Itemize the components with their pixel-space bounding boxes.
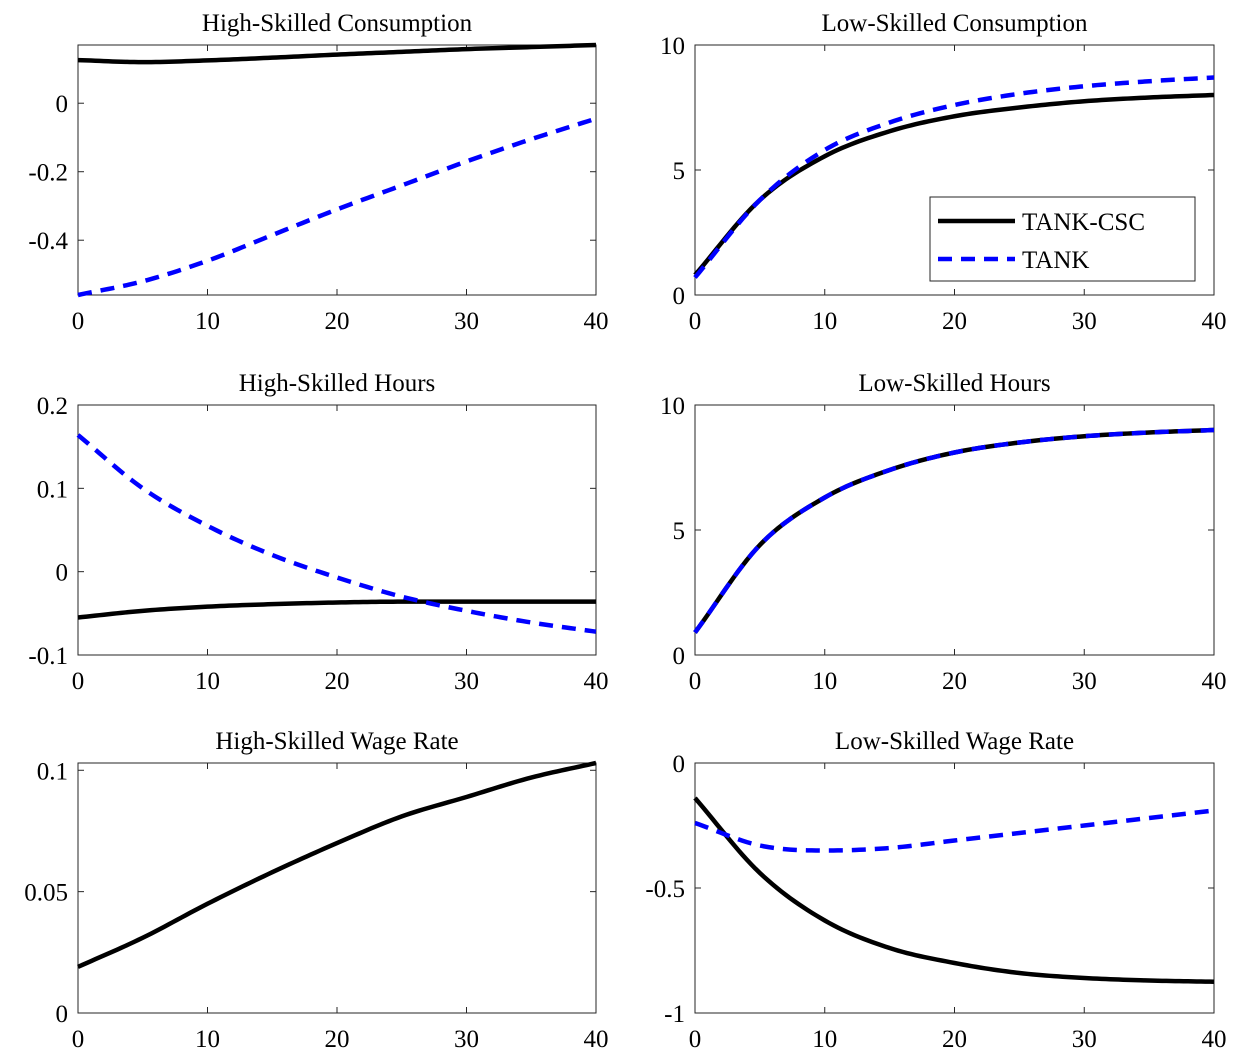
low-skilled-consumption-xtick-label: 20	[942, 308, 967, 335]
high-skilled-hours-series-tank-csc	[77, 599, 596, 620]
low-skilled-wage-rate-series-tank-csc	[693, 796, 1215, 984]
low-skilled-wage-rate-xtick-label: 30	[1072, 1026, 1097, 1053]
low-skilled-hours-ytick-label: 0	[673, 643, 686, 670]
high-skilled-hours-axes-frame	[77, 404, 597, 656]
high-skilled-consumption-xtick-label: 40	[584, 308, 609, 335]
high-skilled-wage-rate-ytick-label: 0.1	[37, 758, 68, 785]
low-skilled-consumption-xtick-label: 0	[689, 308, 702, 335]
low-skilled-hours-xtick-label: 20	[942, 668, 967, 695]
legend-label-tank: TANK	[1022, 247, 1089, 274]
high-skilled-consumption-xtick-label: 10	[195, 308, 220, 335]
low-skilled-consumption-ytick-label: 5	[673, 158, 686, 185]
low-skilled-consumption-xtick-label: 40	[1202, 308, 1227, 335]
high-skilled-consumption-ytick-label: 0	[56, 91, 69, 118]
high-skilled-wage-rate-xtick-label: 0	[72, 1026, 85, 1053]
low-skilled-hours-xtick-label: 30	[1072, 668, 1097, 695]
low-skilled-wage-rate-title: Low-Skilled Wage Rate	[835, 728, 1074, 755]
high-skilled-hours-xtick-label: 0	[72, 668, 85, 695]
legend-label-tank-csc: TANK-CSC	[1022, 209, 1145, 236]
legend: TANK-CSC TANK	[929, 196, 1196, 282]
high-skilled-hours-title: High-Skilled Hours	[239, 370, 436, 397]
high-skilled-wage-rate-xtick-label: 20	[325, 1026, 350, 1053]
high-skilled-wage-rate-ytick-label: 0.05	[24, 880, 68, 907]
low-skilled-consumption-ytick-label: 10	[660, 33, 685, 60]
panel-low-skilled-hours: Low-Skilled Hours 0 10 20 30 40 0 5 10	[660, 370, 1227, 695]
high-skilled-consumption-xtick-label: 30	[454, 308, 479, 335]
low-skilled-wage-rate-ytick-label: -1	[664, 1001, 685, 1028]
low-skilled-consumption-series-tank	[693, 75, 1215, 279]
high-skilled-wage-rate-axes-frame	[77, 762, 597, 1014]
low-skilled-wage-rate-xtick-label: 0	[689, 1026, 702, 1053]
high-skilled-hours-xtick-label: 30	[454, 668, 479, 695]
low-skilled-hours-ytick-label: 10	[660, 393, 685, 420]
low-skilled-consumption-ytick-label: 0	[673, 283, 686, 310]
low-skilled-consumption-xtick-label: 30	[1072, 308, 1097, 335]
low-skilled-wage-rate-ytick-label: 0	[673, 751, 686, 778]
low-skilled-consumption-title: Low-Skilled Consumption	[822, 10, 1088, 37]
high-skilled-consumption-series-tank	[77, 116, 597, 298]
high-skilled-wage-rate-xtick-label: 30	[454, 1026, 479, 1053]
low-skilled-hours-xtick-label: 40	[1202, 668, 1227, 695]
high-skilled-consumption-xtick-label: 20	[325, 308, 350, 335]
high-skilled-hours-ytick-label: 0	[56, 560, 69, 587]
low-skilled-hours-ytick-label: 5	[673, 518, 686, 545]
low-skilled-hours-title: Low-Skilled Hours	[858, 370, 1050, 397]
low-skilled-wage-rate-series-tank	[694, 808, 1215, 853]
low-skilled-consumption-xtick-label: 10	[812, 308, 837, 335]
low-skilled-wage-rate-ytick-label: -0.5	[645, 876, 685, 903]
high-skilled-consumption-axes-frame	[77, 44, 597, 296]
high-skilled-wage-rate-series-tank-csc	[77, 760, 597, 969]
high-skilled-wage-rate-title: High-Skilled Wage Rate	[215, 728, 458, 755]
high-skilled-hours-xtick-label: 20	[325, 668, 350, 695]
high-skilled-hours-xtick-label: 40	[584, 668, 609, 695]
low-skilled-hours-xtick-label: 0	[689, 668, 702, 695]
high-skilled-wage-rate-xtick-label: 10	[195, 1026, 220, 1053]
high-skilled-hours-ytick-label: -0.1	[28, 643, 68, 670]
low-skilled-hours-series-tank	[693, 427, 1215, 634]
high-skilled-hours-ytick-label: 0.1	[37, 476, 68, 503]
low-skilled-wage-rate-xtick-label: 10	[812, 1026, 837, 1053]
high-skilled-wage-rate-xtick-label: 40	[584, 1026, 609, 1053]
high-skilled-wage-rate-ytick-label: 0	[56, 1001, 69, 1028]
high-skilled-hours-ytick-label: 0.2	[37, 393, 68, 420]
legend-box	[929, 196, 1196, 282]
panel-low-skilled-wage-rate: Low-Skilled Wage Rate 0 10 20 30 40 -1 -0.5 0	[645, 728, 1226, 1053]
low-skilled-wage-rate-xtick-label: 20	[942, 1026, 967, 1053]
low-skilled-hours-xtick-label: 10	[812, 668, 837, 695]
panel-high-skilled-wage-rate: High-Skilled Wage Rate 0 10 20 30 40 0 0.05 0.1	[24, 728, 608, 1053]
panel-low-skilled-consumption: Low-Skilled Consumption 0 10 20 30 40 0 5 10	[660, 10, 1227, 335]
high-skilled-consumption-ytick-label: -0.2	[28, 160, 68, 187]
high-skilled-consumption-title: High-Skilled Consumption	[202, 10, 473, 37]
panel-high-skilled-consumption: High-Skilled Consumption 0 10 20 30 40 -0.4 -0.…	[28, 10, 608, 335]
high-skilled-consumption-xtick-label: 0	[72, 308, 85, 335]
low-skilled-consumption-series-tank-csc	[693, 92, 1215, 277]
high-skilled-hours-xtick-label: 10	[195, 668, 220, 695]
low-skilled-wage-rate-axes-frame	[694, 762, 1215, 1014]
high-skilled-consumption-ytick-label: -0.4	[28, 228, 68, 255]
low-skilled-wage-rate-xtick-label: 40	[1202, 1026, 1227, 1053]
high-skilled-consumption-series-tank-csc	[77, 42, 597, 65]
